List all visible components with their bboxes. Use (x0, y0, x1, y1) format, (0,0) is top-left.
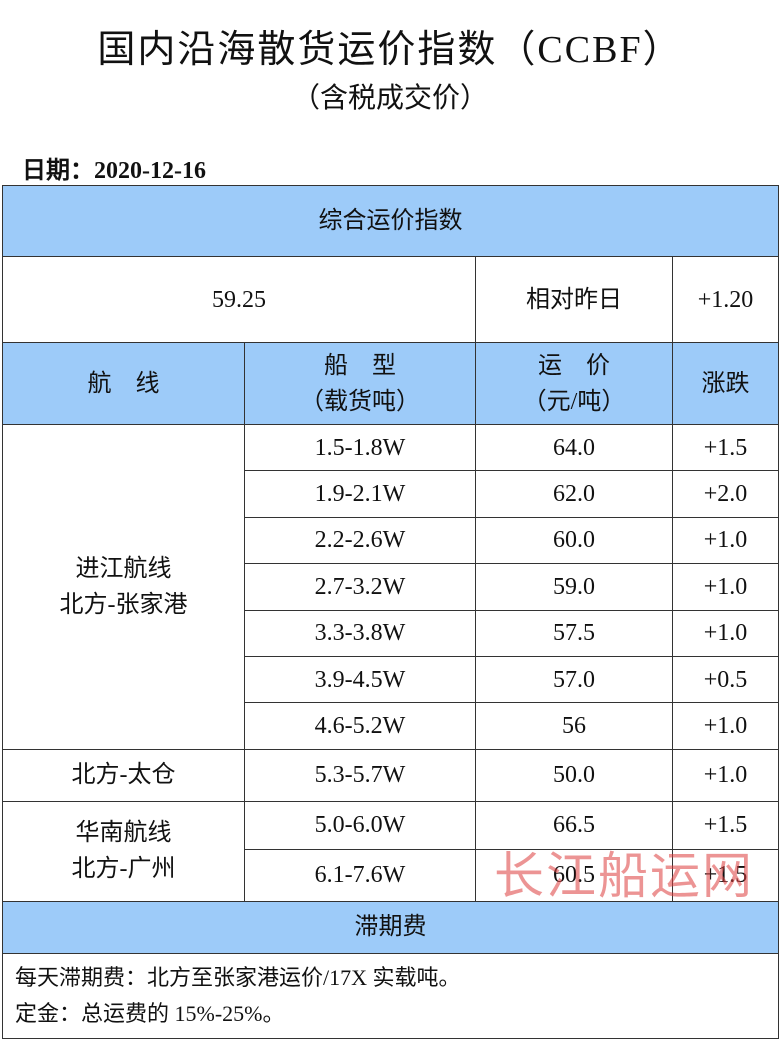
compare-label: 相对昨日 (475, 256, 673, 343)
cell-line: （载货吨） (300, 388, 420, 415)
compare-value: +1.20 (672, 256, 779, 343)
cell-line: 华南航线 (75, 820, 172, 847)
cell: 4.6-5.2W (244, 702, 476, 750)
route: 进江航线北方-张家港 (2, 424, 245, 750)
cell: +1.5 (672, 848, 779, 902)
column-header: 航 线 (2, 342, 245, 425)
cell: 64.0 (475, 423, 673, 472)
column-header: 船 型 （载货吨） (244, 342, 476, 425)
cell: 3.3-3.8W (244, 609, 476, 657)
cell-line: （元/吨） (522, 388, 626, 415)
cell: 5.0-6.0W (244, 800, 476, 850)
row: 每天滞期费：北方至张家港运价/17X 实载吨。 定金：总运费的 15%-25%。 (2, 952, 779, 1039)
cell: 57.5 (475, 609, 673, 657)
column-header: 涨跌 (672, 342, 779, 425)
cell: 66.5 (475, 800, 673, 850)
watermark: 长江船运网 (494, 848, 754, 904)
cell: +1.0 (672, 748, 779, 802)
title: 国内沿海散货运价指数（CCBF） (97, 29, 683, 71)
row: 航 线 船 型 （载货吨） 运 价 （元/吨） 涨跌 (2, 342, 779, 425)
cell: 1.9-2.1W (244, 470, 476, 518)
cell: +2.0 (672, 470, 779, 518)
cell: 50.0 (475, 748, 673, 802)
cell: 60.5 (475, 848, 673, 902)
cell-line: 船 型 (324, 352, 396, 379)
section-title: 综合运价指数 (2, 185, 779, 257)
index-value: 59.25 (2, 256, 476, 343)
cell: +1.5 (672, 423, 779, 472)
route: 华南航线北方-广州 (2, 800, 245, 902)
cell: 57.0 (475, 655, 673, 704)
cell-line: 每天滞期费：北方至张家港运价/17X 实载吨。 (15, 964, 461, 990)
row: 北方-太仓 5.3-5.7W 50.0 +1.0 (2, 748, 779, 802)
notes: 每天滞期费：北方至张家港运价/17X 实载吨。 定金：总运费的 15%-25%。 (2, 952, 779, 1039)
cell-line: 运 价 (538, 352, 610, 379)
cell: 56 (475, 702, 673, 750)
row: 滞期费 (2, 900, 779, 954)
row: 华南航线 北方-广州 5.0-6.0W 66.5 +1.5 (2, 800, 779, 902)
cell-line: 进江航线 (75, 555, 172, 582)
row: 进江航线 北方-张家港 1.5-1.8W 64.0 +1.5 (2, 423, 779, 750)
cell: +0.5 (672, 655, 779, 704)
freight-table: 综合运价指数 59.25 相对昨日 +1.20 航 线 船 型 （载货吨） 运 价 （元/吨） 涨… (2, 185, 779, 1039)
cell-line: 定金：总运费的 15%-25%。 (15, 1000, 285, 1026)
cell-line: 航 线 (87, 370, 160, 397)
cell-line: 北方-张家港 (59, 591, 188, 618)
row: 3.9-4.5W 57.0 +0.5 (3, 655, 779, 704)
cell: 3.9-4.5W (244, 655, 476, 704)
cell-line: 北方-太仓 (71, 762, 176, 789)
row: 综合运价指数 (2, 185, 779, 257)
date: 日期：2020-12-16 (22, 158, 206, 184)
cell: 5.3-5.7W (244, 748, 476, 802)
demurrage-title: 滞期费 (2, 900, 779, 954)
row: 3.3-3.8W 57.5 +1.0 (3, 609, 779, 657)
cell: +1.0 (672, 609, 779, 657)
cell: +1.5 (672, 800, 779, 850)
cell-line: 涨跌 (701, 370, 750, 397)
column-header: 运 价 （元/吨） (475, 342, 673, 425)
cell: +1.0 (672, 563, 779, 611)
cell: 2.7-3.2W (244, 563, 476, 611)
cell: 60.0 (475, 516, 673, 565)
cell: 62.0 (475, 470, 673, 518)
cell: +1.0 (672, 516, 779, 565)
cell: 2.2-2.6W (244, 516, 476, 565)
cell-line: 北方-广州 (71, 856, 176, 883)
cell: 59.0 (475, 563, 673, 611)
row: 1.9-2.1W 62.0 +2.0 (3, 470, 779, 518)
cell: +1.0 (672, 702, 779, 750)
row: 6.1-7.6W 60.5 +1.5 (3, 848, 779, 902)
cell: 1.5-1.8W (244, 423, 476, 472)
row: 59.25 相对昨日 +1.20 (2, 256, 779, 343)
cell: 6.1-7.6W (244, 848, 476, 902)
row: 4.6-5.2W 56 +1.0 (3, 702, 779, 750)
route: 北方-太仓 (2, 748, 245, 802)
subtitle: （含税成交价） (291, 83, 488, 114)
